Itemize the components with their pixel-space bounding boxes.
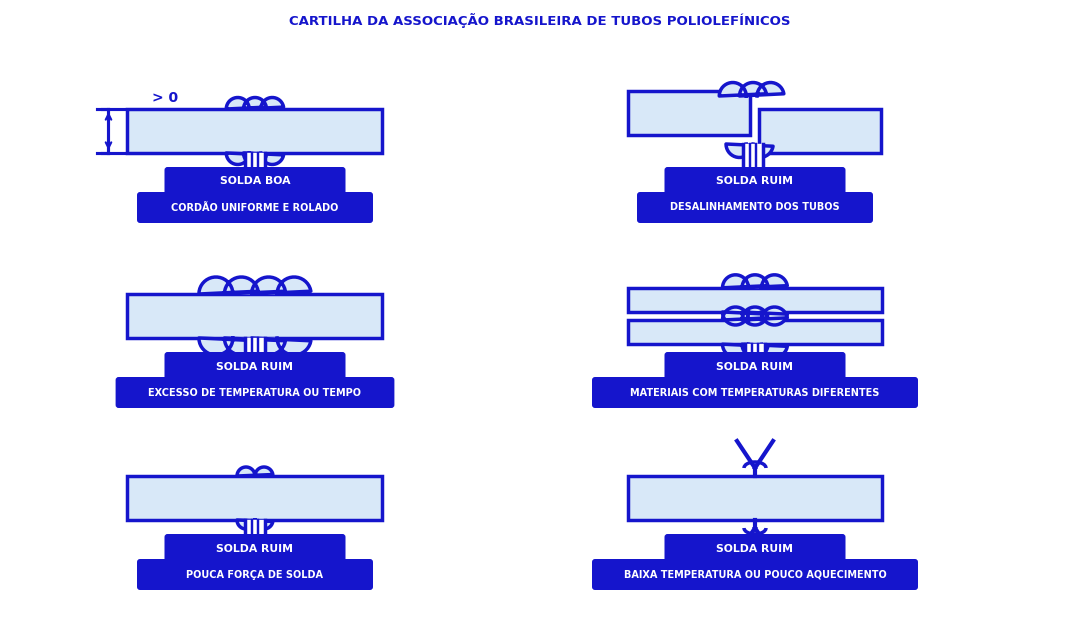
FancyBboxPatch shape xyxy=(137,192,373,223)
Bar xyxy=(627,288,882,312)
Polygon shape xyxy=(723,312,787,325)
Text: EXCESSO DE TEMPERATURA OU TEMPO: EXCESSO DE TEMPERATURA OU TEMPO xyxy=(148,387,362,398)
Polygon shape xyxy=(719,83,784,96)
FancyBboxPatch shape xyxy=(116,377,394,408)
Text: SOLDA RUIM: SOLDA RUIM xyxy=(716,361,794,371)
FancyBboxPatch shape xyxy=(637,192,873,223)
Text: DESALINHAMENTO DOS TUBOS: DESALINHAMENTO DOS TUBOS xyxy=(671,202,840,212)
Bar xyxy=(627,91,750,135)
Polygon shape xyxy=(226,153,284,165)
Bar xyxy=(127,294,382,338)
FancyBboxPatch shape xyxy=(164,352,346,381)
Polygon shape xyxy=(723,344,787,357)
Bar xyxy=(627,476,882,520)
Polygon shape xyxy=(723,275,787,288)
FancyBboxPatch shape xyxy=(664,534,846,563)
Text: SOLDA RUIM: SOLDA RUIM xyxy=(716,544,794,553)
Text: CARTILHA DA ASSOCIAÇÃO BRASILEIRA DE TUBOS POLIOLEFÍNICOS: CARTILHA DA ASSOCIAÇÃO BRASILEIRA DE TUB… xyxy=(289,13,791,29)
FancyBboxPatch shape xyxy=(164,534,346,563)
Text: MATERIAIS COM TEMPERATURAS DIFERENTES: MATERIAIS COM TEMPERATURAS DIFERENTES xyxy=(631,387,880,398)
FancyBboxPatch shape xyxy=(592,559,918,590)
Bar xyxy=(127,476,382,520)
Polygon shape xyxy=(237,520,273,529)
Polygon shape xyxy=(199,277,311,294)
FancyBboxPatch shape xyxy=(164,167,346,196)
Text: SOLDA RUIM: SOLDA RUIM xyxy=(216,544,294,553)
Polygon shape xyxy=(199,338,311,355)
Text: SOLDA RUIM: SOLDA RUIM xyxy=(716,177,794,186)
Text: CORDÃO UNIFORME E ROLADO: CORDÃO UNIFORME E ROLADO xyxy=(172,202,339,212)
FancyBboxPatch shape xyxy=(664,167,846,196)
Bar xyxy=(759,109,881,153)
Text: > 0: > 0 xyxy=(152,91,178,105)
FancyBboxPatch shape xyxy=(137,559,373,590)
Bar xyxy=(127,109,382,153)
Polygon shape xyxy=(226,97,284,109)
Text: BAIXA TEMPERATURA OU POUCO AQUECIMENTO: BAIXA TEMPERATURA OU POUCO AQUECIMENTO xyxy=(623,569,887,579)
FancyBboxPatch shape xyxy=(592,377,918,408)
Polygon shape xyxy=(723,307,787,320)
Text: SOLDA RUIM: SOLDA RUIM xyxy=(216,361,294,371)
Text: SOLDA BOA: SOLDA BOA xyxy=(219,177,291,186)
Polygon shape xyxy=(237,467,273,476)
Polygon shape xyxy=(726,144,773,158)
FancyBboxPatch shape xyxy=(664,352,846,381)
Bar xyxy=(627,320,882,344)
Text: POUCA FORÇA DE SOLDA: POUCA FORÇA DE SOLDA xyxy=(187,569,324,579)
